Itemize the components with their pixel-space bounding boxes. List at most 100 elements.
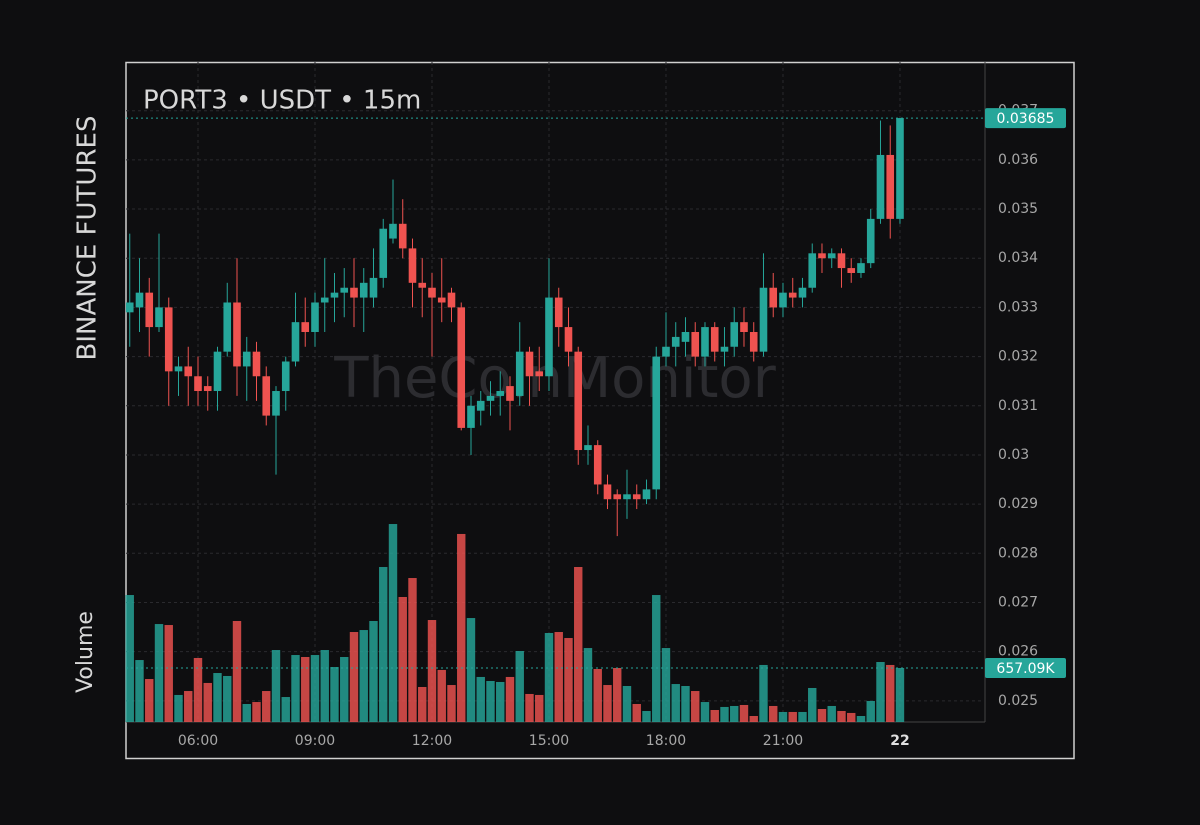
volume-bar xyxy=(759,664,768,722)
candle-body xyxy=(886,154,895,219)
candle-body xyxy=(720,346,729,352)
candle-body xyxy=(135,292,144,308)
candle-body xyxy=(623,494,631,500)
volume-bar xyxy=(496,681,505,722)
candle-body xyxy=(291,322,300,362)
candle-body xyxy=(584,445,592,451)
candle-body xyxy=(379,228,388,278)
candle-body xyxy=(252,351,261,377)
volume-bar xyxy=(778,711,788,722)
candle-body xyxy=(467,405,475,428)
volume-bar xyxy=(700,702,710,722)
volume-bar xyxy=(437,669,446,722)
candle-body xyxy=(398,223,407,249)
volume-bar xyxy=(642,710,651,722)
y-tick-label: 0.026 xyxy=(998,644,1038,660)
volume-bar xyxy=(710,710,719,722)
volume-bar xyxy=(213,673,222,722)
volume-bar xyxy=(593,668,602,722)
volume-bar xyxy=(583,648,593,722)
x-tick-label: 09:00 xyxy=(295,733,335,749)
y-tick-label: 0.033 xyxy=(998,299,1038,315)
x-tick-label: 15:00 xyxy=(529,733,569,749)
x-tick-label: 12:00 xyxy=(412,733,452,749)
candle-body xyxy=(233,302,241,367)
volume-bar xyxy=(691,691,700,722)
volume-bar xyxy=(310,655,320,722)
last-volume-label: 657.09K xyxy=(996,661,1055,677)
candle-body xyxy=(242,351,251,367)
x-tick-label: 18:00 xyxy=(646,733,686,749)
volume-bar xyxy=(847,712,856,722)
volume-bar xyxy=(262,691,271,722)
volume-bar xyxy=(340,656,349,722)
candle-body xyxy=(896,118,904,219)
volume-bar xyxy=(232,620,242,722)
candle-body xyxy=(281,361,290,392)
candle-body xyxy=(788,292,797,298)
candle-body xyxy=(593,445,602,485)
candle-body xyxy=(496,391,505,396)
y-tick-label: 0.036 xyxy=(998,152,1038,168)
candle-body xyxy=(564,327,573,352)
candle-body xyxy=(408,248,417,283)
candle-body xyxy=(876,154,885,219)
volume-bar xyxy=(281,697,290,722)
volume-bar xyxy=(574,567,583,722)
volume-bar xyxy=(876,662,885,722)
candle-body xyxy=(506,386,514,401)
last-volume-box xyxy=(985,657,1066,678)
candle-body xyxy=(457,307,466,428)
candle-body xyxy=(691,332,700,357)
candle-body xyxy=(418,282,427,288)
volume-bar xyxy=(808,687,817,722)
volume-bar xyxy=(466,618,476,722)
candle-body xyxy=(681,332,690,342)
volume-bar xyxy=(554,632,563,722)
candle-body xyxy=(525,351,534,377)
volume-bar xyxy=(622,686,632,722)
candle-body xyxy=(769,287,778,308)
candle-body xyxy=(652,356,661,490)
candle-body xyxy=(535,371,544,377)
volume-bar xyxy=(184,691,193,722)
volume-bar xyxy=(866,700,875,722)
volume-bar xyxy=(671,684,680,722)
volume-bar xyxy=(223,675,232,722)
volume-bar xyxy=(203,682,212,722)
volume-bar xyxy=(564,638,573,722)
volume-bar xyxy=(720,706,729,722)
candle-body xyxy=(184,366,193,377)
candle-body xyxy=(213,351,222,392)
candle-body xyxy=(223,302,232,352)
watermark: TheCoinMonitor xyxy=(333,346,776,411)
candle-body xyxy=(194,376,202,392)
volume-bar xyxy=(613,668,622,722)
volume-bar xyxy=(837,710,846,722)
y-tick-label: 0.028 xyxy=(998,545,1038,561)
volume-bar xyxy=(827,705,836,722)
candle-body xyxy=(662,346,670,357)
x-tick-label: 21:00 xyxy=(763,733,803,749)
volume-bar xyxy=(164,625,173,722)
volume-bar xyxy=(730,705,739,722)
volume-bar xyxy=(379,567,388,722)
last-price-label: 0.03685 xyxy=(997,111,1055,127)
volume-axis-label: Volume xyxy=(73,611,98,693)
volume-bar xyxy=(369,620,378,722)
candle-body xyxy=(632,494,641,500)
candle-body xyxy=(603,484,612,500)
candle-body xyxy=(125,302,134,313)
volume-bar xyxy=(652,595,661,722)
volume-bar xyxy=(476,676,485,722)
volume-bar xyxy=(515,650,524,722)
volume-bar xyxy=(349,632,359,722)
volume-bar xyxy=(330,667,339,722)
side-label: BINANCE FUTURES xyxy=(73,116,103,361)
candle-body xyxy=(164,307,173,372)
candle-body xyxy=(730,322,739,347)
last-price-box xyxy=(985,108,1066,129)
y-tick-label: 0.025 xyxy=(998,693,1038,709)
volume-bar xyxy=(544,632,554,722)
